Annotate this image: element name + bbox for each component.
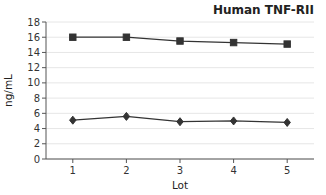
marker (230, 117, 236, 125)
marker (123, 112, 129, 120)
grid-line (46, 52, 314, 53)
marker (284, 41, 290, 47)
x-axis-line (46, 159, 314, 160)
grid-line (46, 143, 314, 144)
tick-label: 2 (34, 138, 40, 149)
marker (177, 118, 183, 126)
tick-label: 0 (34, 154, 40, 165)
tick-mark (42, 82, 46, 83)
tick-label: 16 (27, 32, 40, 43)
plot-area (70, 34, 291, 126)
grid-line (46, 98, 314, 99)
tick-mark (42, 52, 46, 53)
marker (70, 34, 76, 40)
marker (123, 34, 129, 40)
tick-label: 4 (34, 123, 40, 134)
tick-label: 8 (34, 93, 40, 104)
tick-mark (180, 159, 181, 163)
tick-label: 1 (70, 165, 76, 176)
tick-mark (233, 159, 234, 163)
tick-mark (42, 143, 46, 144)
tick-label: 5 (284, 165, 290, 176)
series-line (73, 37, 287, 44)
tick-label: 4 (230, 165, 236, 176)
tick-mark (42, 67, 46, 68)
marker (177, 38, 183, 44)
tick-mark (42, 37, 46, 38)
marker (230, 39, 236, 45)
tick-label: 14 (27, 47, 40, 58)
tick-label: 18 (27, 17, 40, 28)
marker (284, 118, 290, 126)
tick-mark (287, 159, 288, 163)
grid-line (46, 159, 314, 160)
grid-line (46, 82, 314, 83)
grid-line (46, 128, 314, 129)
tick-label: 10 (27, 77, 40, 88)
y-axis-label: ng/mL (2, 74, 14, 107)
title: Human TNF-RII (213, 3, 314, 17)
tick-mark (42, 159, 46, 160)
marker (70, 116, 76, 124)
tick-label: 12 (27, 62, 40, 73)
y-axis-line (46, 22, 47, 159)
tick-label: 6 (34, 108, 40, 119)
tick-mark (42, 22, 46, 23)
grid-line (46, 113, 314, 114)
grid-line (46, 22, 314, 23)
x-axis-label: Lot (172, 179, 188, 191)
chart: 02468101214161812345Human TNF-RIILotng/m… (0, 0, 326, 195)
tick-mark (42, 113, 46, 114)
tick-mark (72, 159, 73, 163)
tick-mark (42, 128, 46, 129)
tick-mark (42, 98, 46, 99)
tick-label: 2 (123, 165, 129, 176)
tick-mark (126, 159, 127, 163)
grid-line (46, 67, 314, 68)
tick-label: 3 (177, 165, 183, 176)
